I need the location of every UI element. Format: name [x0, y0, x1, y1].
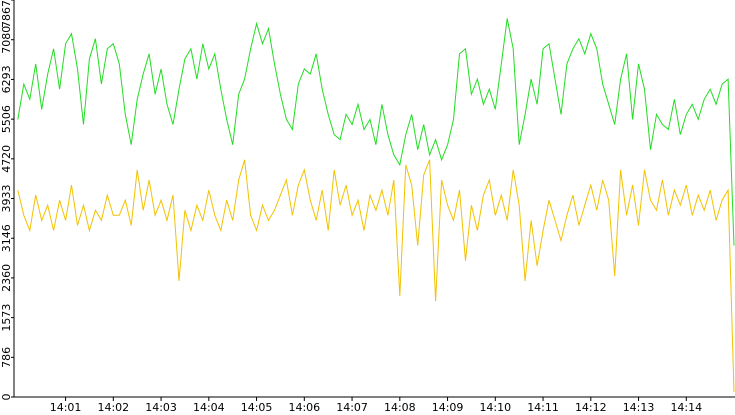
y-tick-label: 6293 — [0, 65, 13, 93]
y-tick-label: 3146 — [0, 224, 13, 252]
y-tick-label: 1573 — [0, 304, 13, 332]
x-tick-label: 14:13 — [623, 401, 655, 414]
x-tick-label: 14:02 — [97, 401, 129, 414]
y-tick-label: 786 — [0, 347, 13, 368]
y-tick-label: 2360 — [0, 264, 13, 292]
x-tick-label: 14:06 — [288, 401, 320, 414]
x-tick-label: 14:04 — [193, 401, 225, 414]
x-tick-label: 14:01 — [50, 401, 82, 414]
y-tick-label: 7080 — [0, 26, 13, 54]
x-tick-label: 14:09 — [432, 401, 464, 414]
x-tick-label: 14:07 — [336, 401, 368, 414]
y-tick-label: 5506 — [0, 105, 13, 133]
x-tick-label: 14:05 — [241, 401, 273, 414]
x-tick-label: 14:10 — [479, 401, 511, 414]
y-tick-label: 7867 — [0, 0, 13, 28]
x-tick-label: 14:12 — [575, 401, 607, 414]
y-tick-label: 3933 — [0, 185, 13, 213]
y-tick-label: 0 — [0, 394, 13, 401]
series-line — [17, 159, 735, 393]
x-tick-label: 14:08 — [384, 401, 416, 414]
x-tick-label: 14:03 — [145, 401, 177, 414]
series-line — [17, 18, 735, 246]
y-tick-label: 4720 — [0, 145, 13, 173]
x-tick-label: 14:11 — [527, 401, 559, 414]
x-tick-label: 14:14 — [670, 401, 702, 414]
